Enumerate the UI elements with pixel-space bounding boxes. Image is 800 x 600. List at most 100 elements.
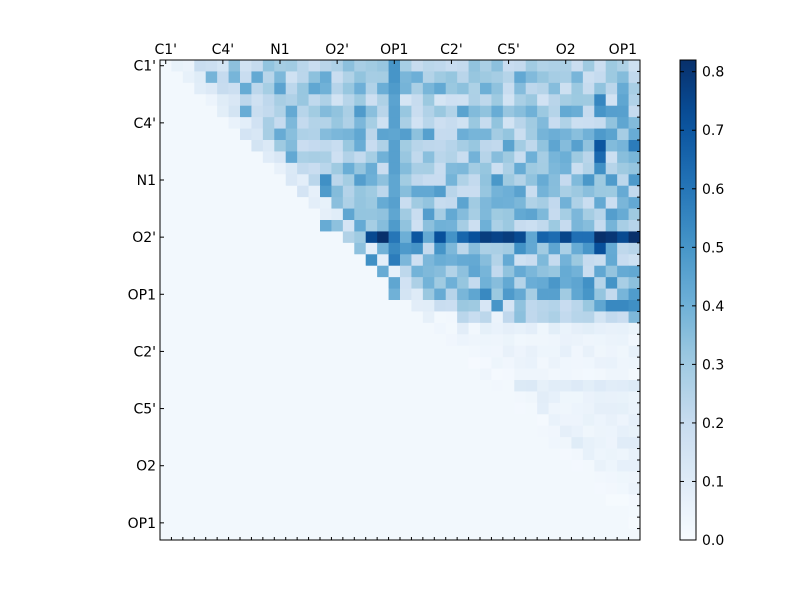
heatmap-cell <box>240 140 252 152</box>
heatmap-cell <box>388 391 401 404</box>
heatmap-cell <box>262 231 275 244</box>
heatmap-cell <box>491 345 504 358</box>
heatmap-cell <box>217 437 229 449</box>
heatmap-cell <box>342 471 355 484</box>
heatmap-cell <box>160 117 172 129</box>
heatmap-cell <box>377 437 389 449</box>
heatmap-cell <box>205 368 218 381</box>
heatmap-cell <box>617 162 629 175</box>
heatmap-cell <box>274 140 287 152</box>
heatmap-cell <box>605 185 618 198</box>
heatmap-cell <box>205 185 218 198</box>
colorbar-tick-label: 0.6 <box>702 182 724 198</box>
heatmap-cell <box>548 197 561 209</box>
heatmap-cell <box>308 265 321 278</box>
heatmap-cell <box>285 60 298 72</box>
heatmap-cell <box>365 414 378 427</box>
heatmap-cell <box>331 105 344 118</box>
heatmap-cell <box>457 402 469 415</box>
heatmap-cell <box>262 505 275 518</box>
heatmap-cell <box>605 117 618 129</box>
heatmap-cell <box>331 505 344 518</box>
heatmap-cell <box>422 380 435 392</box>
heatmap-cell <box>411 162 424 175</box>
x-tick-label: C1' <box>154 42 177 58</box>
heatmap-cell <box>228 517 241 529</box>
heatmap-cell <box>617 471 629 484</box>
heatmap-cell <box>320 391 332 404</box>
heatmap-cell <box>160 425 172 438</box>
heatmap-cell <box>548 334 561 347</box>
heatmap-cell <box>617 242 629 255</box>
heatmap-cell <box>171 185 184 198</box>
heatmap-cell <box>342 391 355 404</box>
heatmap-cell <box>182 265 195 278</box>
heatmap-cell <box>194 105 207 118</box>
heatmap-cell <box>582 288 595 301</box>
heatmap-cell <box>354 322 367 335</box>
heatmap-cell <box>502 151 515 164</box>
heatmap-cell <box>365 471 378 484</box>
heatmap-cell <box>320 94 332 107</box>
heatmap-cell <box>411 391 424 404</box>
heatmap-cell <box>377 60 389 72</box>
heatmap-cell <box>251 140 264 152</box>
heatmap-cell <box>445 402 458 415</box>
heatmap-cell <box>514 482 527 495</box>
heatmap-cell <box>160 471 172 484</box>
heatmap-cell <box>457 311 469 324</box>
heatmap-cell <box>365 425 378 438</box>
heatmap-cell <box>548 174 561 187</box>
heatmap-cell <box>560 357 572 369</box>
heatmap-cell <box>411 300 424 312</box>
heatmap-cell <box>354 345 367 358</box>
heatmap-cell <box>331 380 344 392</box>
heatmap-cell <box>297 197 309 209</box>
heatmap-cell <box>491 311 504 324</box>
heatmap-cell <box>251 300 264 312</box>
heatmap-cell <box>400 402 412 415</box>
heatmap-cell <box>468 357 481 369</box>
heatmap-cell <box>194 128 207 141</box>
heatmap-cell <box>525 414 538 427</box>
heatmap-cell <box>251 482 264 495</box>
heatmap-cell <box>205 128 218 141</box>
heatmap-cell <box>331 414 344 427</box>
heatmap-cell <box>571 277 584 289</box>
heatmap-cell <box>548 162 561 175</box>
heatmap-cell <box>388 105 401 118</box>
heatmap-cell <box>297 334 309 347</box>
heatmap-cell <box>205 151 218 164</box>
heatmap-cell <box>251 277 264 289</box>
heatmap-cell <box>537 231 549 244</box>
heatmap-cell <box>594 425 607 438</box>
heatmap-cell <box>571 460 584 472</box>
heatmap-cell <box>342 82 355 95</box>
heatmap-cell <box>582 162 595 175</box>
heatmap-cell <box>445 482 458 495</box>
heatmap-cell <box>491 471 504 484</box>
heatmap-cell <box>240 357 252 369</box>
heatmap-cell <box>240 151 252 164</box>
heatmap-cell <box>617 197 629 209</box>
heatmap-cell <box>491 357 504 369</box>
heatmap-cell <box>320 368 332 381</box>
heatmap-cell <box>422 505 435 518</box>
heatmap-cell <box>514 242 527 255</box>
heatmap-cell <box>605 528 618 541</box>
heatmap-cell <box>365 105 378 118</box>
heatmap-cell <box>377 94 389 107</box>
x-tick-label: O2 <box>556 42 576 58</box>
heatmap-cell <box>480 151 492 164</box>
heatmap-cell <box>445 528 458 541</box>
heatmap-cell <box>182 311 195 324</box>
heatmap-cell <box>434 471 447 484</box>
heatmap-cell <box>251 231 264 244</box>
heatmap-cell <box>571 425 584 438</box>
heatmap-cell <box>422 162 435 175</box>
heatmap-cell <box>434 345 447 358</box>
heatmap-cell <box>217 277 229 289</box>
heatmap-cell <box>171 254 184 267</box>
heatmap-cell <box>251 345 264 358</box>
heatmap-cell <box>628 71 641 84</box>
